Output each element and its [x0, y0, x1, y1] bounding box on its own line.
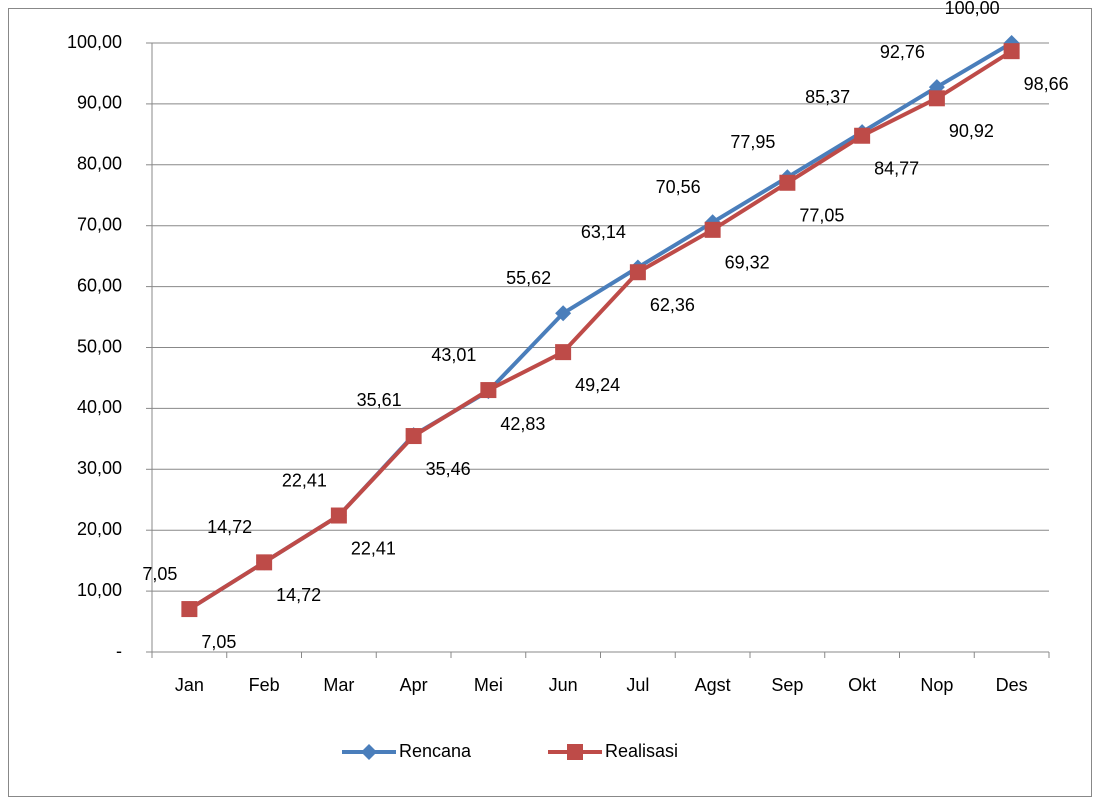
data-label: 84,77	[874, 159, 919, 179]
y-tick-label: 10,00	[77, 580, 122, 600]
y-tick-label: 100,00	[67, 32, 122, 52]
data-label: 77,05	[799, 206, 844, 226]
marker	[629, 264, 646, 281]
data-label: 69,32	[725, 253, 770, 273]
x-tick-label: Mei	[474, 675, 503, 695]
x-tick-label: Jun	[549, 675, 578, 695]
data-label: 85,37	[805, 87, 850, 107]
x-tick-label: Sep	[771, 675, 803, 695]
y-tick-label: 30,00	[77, 458, 122, 478]
marker	[256, 554, 273, 571]
data-label: 100,00	[945, 0, 1000, 18]
data-label: 7,05	[201, 632, 236, 652]
x-tick-label: Des	[996, 675, 1028, 695]
data-label: 14,72	[276, 585, 321, 605]
marker	[480, 382, 497, 399]
marker	[704, 221, 721, 238]
data-label: 22,41	[351, 538, 396, 558]
data-label: 43,01	[431, 345, 476, 365]
data-label: 98,66	[1024, 74, 1069, 94]
x-tick-label: Agst	[695, 675, 731, 695]
data-label: 92,76	[880, 42, 925, 62]
data-label: 35,61	[357, 390, 402, 410]
x-tick-label: Apr	[400, 675, 428, 695]
y-tick-label: 50,00	[77, 336, 122, 356]
x-tick-label: Okt	[848, 675, 876, 695]
data-label: 55,62	[506, 268, 551, 288]
data-label: 14,72	[207, 517, 252, 537]
marker	[779, 174, 796, 191]
data-label: 77,95	[730, 132, 775, 152]
marker	[854, 127, 871, 144]
data-label: 49,24	[575, 375, 620, 395]
marker	[181, 601, 198, 618]
data-label: 42,83	[500, 414, 545, 434]
data-label: 22,41	[282, 470, 327, 490]
y-tick-label: 70,00	[77, 214, 122, 234]
x-tick-label: Feb	[249, 675, 280, 695]
data-label: 35,46	[426, 459, 471, 479]
marker	[928, 90, 945, 107]
y-tick-label: 20,00	[77, 519, 122, 539]
marker	[1003, 43, 1020, 60]
data-label: 62,36	[650, 295, 695, 315]
y-tick-label: 80,00	[77, 154, 122, 174]
y-tick-label: 60,00	[77, 275, 122, 295]
x-tick-label: Mar	[323, 675, 354, 695]
y-tick-label: 90,00	[77, 93, 122, 113]
marker	[555, 305, 572, 322]
data-label: 7,05	[142, 564, 177, 584]
data-label: 70,56	[656, 177, 701, 197]
y-tick-label: -	[116, 641, 122, 661]
data-label: 63,14	[581, 222, 626, 242]
x-tick-label: Nop	[920, 675, 953, 695]
legend-label: Rencana	[399, 741, 472, 761]
legend-label: Realisasi	[605, 741, 678, 761]
legend-marker	[361, 744, 377, 760]
y-tick-label: 40,00	[77, 397, 122, 417]
legend-marker	[567, 744, 583, 760]
line	[188, 49, 1013, 611]
marker	[405, 428, 422, 445]
data-label: 90,92	[949, 121, 994, 141]
x-tick-label: Jan	[175, 675, 204, 695]
marker	[330, 507, 347, 524]
x-tick-label: Jul	[626, 675, 649, 695]
marker	[555, 344, 572, 361]
chart-border	[8, 8, 1092, 797]
